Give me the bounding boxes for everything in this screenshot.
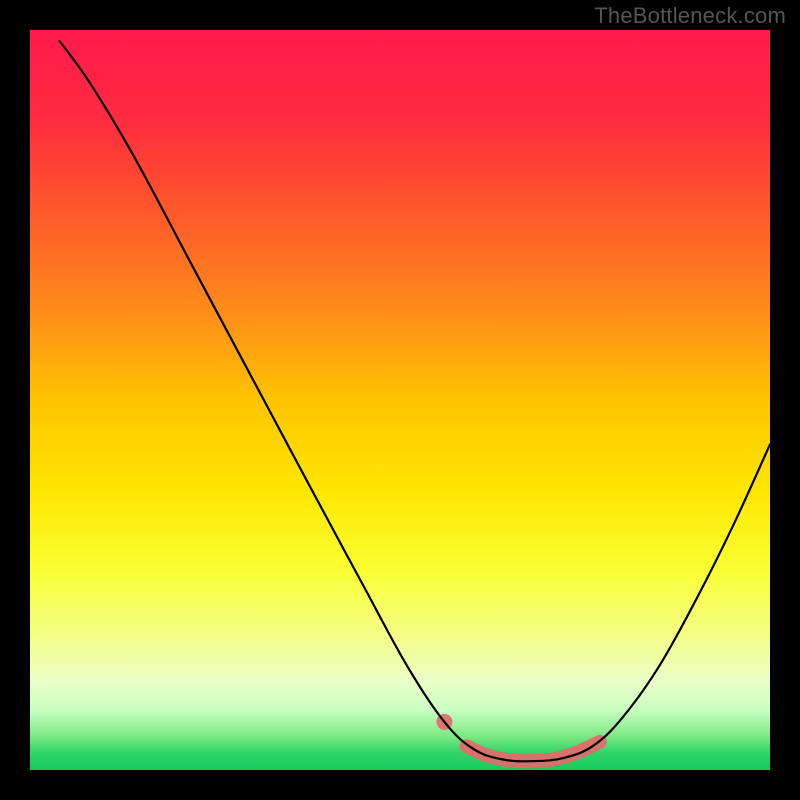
plot-area bbox=[30, 30, 770, 770]
chart-frame: TheBottleneck.com bbox=[0, 0, 800, 800]
watermark-text: TheBottleneck.com bbox=[594, 3, 786, 29]
bottleneck-curve bbox=[30, 30, 770, 770]
